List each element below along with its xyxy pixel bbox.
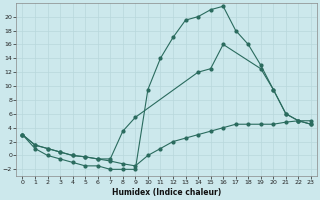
X-axis label: Humidex (Indice chaleur): Humidex (Indice chaleur) bbox=[112, 188, 221, 197]
